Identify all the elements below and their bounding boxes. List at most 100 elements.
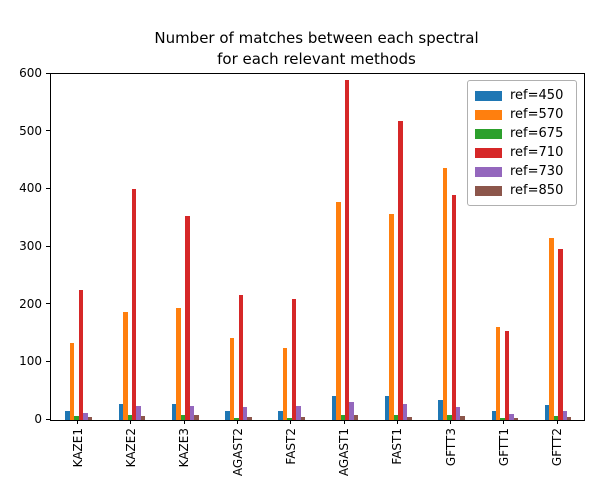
bar-FAST2-ref-675 (287, 418, 292, 420)
bar-AGAST2-ref-450 (225, 410, 230, 420)
bar-GFTT2-ref-730 (562, 410, 567, 420)
bar-KAZE3-ref-850 (194, 415, 199, 420)
bar-KAZE2-ref-850 (140, 415, 146, 420)
bar-GFTT2-ref-710 (558, 249, 563, 420)
bar-FAST1-ref-710 (398, 120, 403, 420)
bar-GFTT3-ref-710 (451, 195, 456, 420)
y-tick-mark (46, 360, 50, 362)
y-tick-label: 600 (19, 66, 42, 80)
bar-GFTT1-ref-450 (491, 410, 496, 420)
bar-AGAST1-ref-850 (353, 415, 359, 420)
bar-KAZE3-ref-675 (180, 414, 186, 420)
bar-KAZE2-ref-570 (123, 311, 128, 420)
bar-AGAST1-ref-570 (336, 202, 341, 420)
bar-FAST2-ref-710 (291, 298, 297, 420)
x-tick-mark (343, 420, 345, 424)
x-tick-label-KAZE1: KAZE1 (70, 428, 85, 468)
x-tick-label-FAST2: FAST2 (283, 428, 298, 465)
bar-KAZE1-ref-850 (87, 416, 92, 420)
bar-GFTT1-ref-710 (504, 330, 510, 420)
bar-GFTT3-ref-450 (438, 399, 443, 420)
bar-GFTT3-ref-730 (456, 406, 461, 420)
bar-AGAST2-ref-675 (234, 417, 239, 420)
x-tick-mark (237, 420, 238, 424)
chart-title-line1: Number of matches between each spectral (154, 29, 479, 47)
x-tick-mark (290, 420, 292, 424)
bar-KAZE3-ref-730 (189, 406, 195, 420)
legend-swatch-ref-450 (475, 90, 502, 101)
bar-FAST2-ref-850 (300, 417, 306, 420)
bar-KAZE1-ref-675 (74, 415, 79, 420)
legend-label: ref=675 (510, 125, 564, 141)
bar-GFTT3-ref-850 (460, 415, 465, 420)
bar-FAST1-ref-570 (389, 214, 394, 420)
bar-KAZE3-ref-710 (185, 216, 190, 420)
bar-KAZE2-ref-450 (118, 403, 124, 420)
bar-KAZE2-ref-710 (131, 189, 137, 420)
legend-label: ref=710 (510, 144, 564, 160)
y-tick-label: 0 (34, 412, 42, 426)
y-tick-label: 200 (19, 296, 42, 311)
y-tick-label: 500 (19, 123, 42, 138)
legend-entry-ref-850: ref=850 (475, 181, 568, 200)
bar-FAST2-ref-570 (282, 347, 288, 420)
bar-KAZE2-ref-675 (127, 414, 132, 420)
bar-GFTT3-ref-570 (442, 168, 448, 420)
legend-label: ref=570 (510, 106, 564, 122)
y-tick-label: 100 (19, 354, 42, 369)
bar-KAZE1-ref-710 (78, 290, 84, 420)
x-tick-mark (450, 420, 452, 424)
x-tick-label-KAZE2: KAZE2 (123, 428, 138, 468)
bar-GFTT2-ref-450 (544, 405, 550, 420)
bar-KAZE2-ref-730 (136, 406, 141, 420)
x-tick-label-GFTT1: GFTT1 (496, 428, 511, 467)
x-tick-mark (77, 420, 79, 424)
legend-entry-ref-710: ref=710 (475, 143, 568, 162)
bar-GFTT2-ref-850 (566, 416, 572, 420)
y-tick-mark (46, 418, 50, 420)
bar-AGAST1-ref-450 (331, 396, 337, 420)
bar-GFTT2-ref-570 (549, 238, 554, 420)
bar-KAZE3-ref-570 (176, 307, 181, 420)
bar-KAZE1-ref-450 (65, 411, 70, 420)
bar-KAZE1-ref-570 (69, 342, 75, 420)
y-tick-mark (46, 130, 50, 132)
y-tick-mark (46, 187, 50, 189)
y-tick-mark (46, 72, 50, 74)
y-tick-mark (46, 245, 50, 247)
x-tick-mark (130, 420, 132, 424)
chart-title: Number of matches between each spectral … (50, 28, 583, 70)
chart-title-line2: for each relevant methods (217, 50, 416, 68)
y-tick-label: 400 (19, 181, 42, 196)
bar-FAST1-ref-675 (393, 414, 399, 420)
legend-entry-ref-730: ref=730 (475, 162, 568, 181)
y-tick-mark (46, 303, 50, 305)
legend-label: ref=730 (510, 163, 564, 179)
legend-swatch-ref-730 (475, 166, 502, 177)
bar-FAST2-ref-730 (296, 405, 301, 420)
x-tick-label-FAST1: FAST1 (390, 428, 405, 465)
bar-GFTT1-ref-675 (500, 417, 505, 420)
bar-GFTT2-ref-675 (553, 415, 559, 420)
legend-label: ref=450 (510, 87, 564, 103)
bar-KAZE1-ref-730 (83, 412, 88, 420)
legend-label: ref=850 (510, 182, 564, 198)
bar-KAZE3-ref-450 (171, 404, 177, 420)
bar-GFTT1-ref-730 (509, 414, 514, 420)
x-tick-mark (556, 420, 558, 424)
bar-AGAST2-ref-850 (247, 417, 252, 420)
bar-AGAST2-ref-570 (229, 338, 235, 420)
legend-swatch-ref-710 (475, 147, 502, 158)
bar-FAST1-ref-850 (407, 416, 412, 420)
legend-swatch-ref-570 (475, 109, 502, 120)
bar-AGAST2-ref-710 (238, 295, 243, 420)
bar-AGAST2-ref-730 (242, 406, 248, 420)
bar-FAST1-ref-450 (385, 395, 390, 420)
x-tick-label-AGAST1: AGAST1 (337, 428, 352, 477)
legend: ref=450 ref=570 ref=675 ref=710 ref=730 ref=8… (467, 80, 577, 206)
bar-FAST1-ref-730 (402, 403, 408, 420)
legend-swatch-ref-850 (475, 185, 502, 196)
x-tick-label-AGAST2: AGAST2 (230, 428, 245, 477)
y-tick-label: 300 (19, 239, 42, 253)
